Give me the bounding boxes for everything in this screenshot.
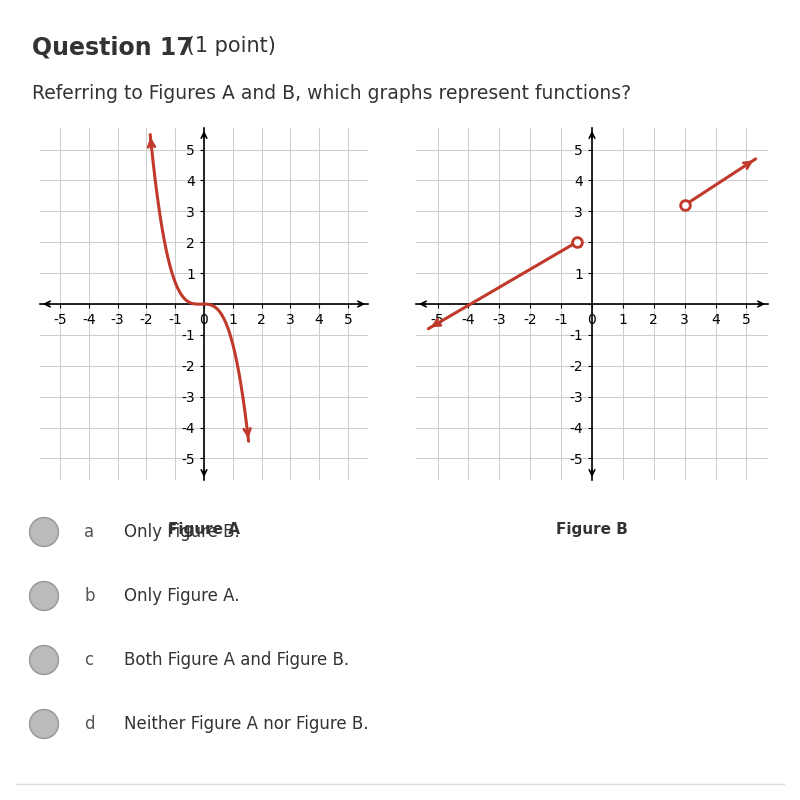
Text: b: b <box>84 587 94 605</box>
Text: (1 point): (1 point) <box>180 36 276 56</box>
Text: c: c <box>84 651 93 669</box>
Text: Neither Figure A nor Figure B.: Neither Figure A nor Figure B. <box>124 715 369 733</box>
Text: Referring to Figures A and B, which graphs represent functions?: Referring to Figures A and B, which grap… <box>32 84 631 103</box>
Text: Figure B: Figure B <box>556 522 628 538</box>
Text: Question 17: Question 17 <box>32 36 193 60</box>
Text: a: a <box>84 523 94 541</box>
Text: Only Figure B.: Only Figure B. <box>124 523 240 541</box>
Text: Both Figure A and Figure B.: Both Figure A and Figure B. <box>124 651 349 669</box>
Text: Figure A: Figure A <box>168 522 240 538</box>
Text: Only Figure A.: Only Figure A. <box>124 587 239 605</box>
Text: d: d <box>84 715 94 733</box>
